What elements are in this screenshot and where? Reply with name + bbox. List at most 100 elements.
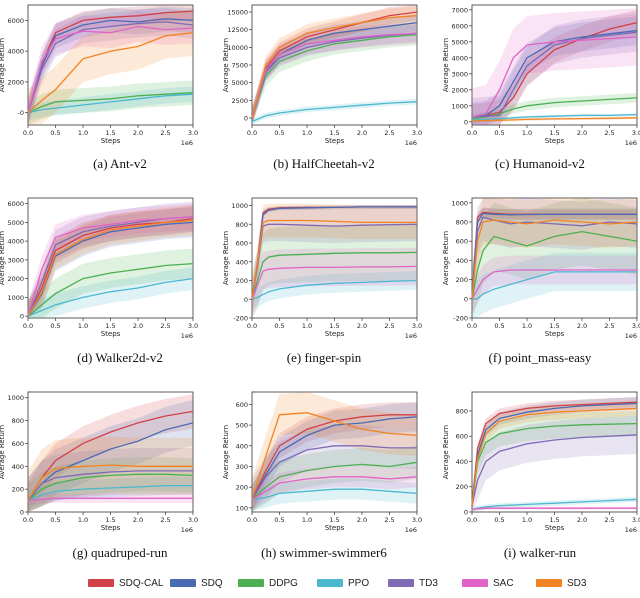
x-tick-label: 1.5 (329, 129, 339, 137)
x-tick-label: 2.5 (160, 129, 170, 137)
line-sac (27, 497, 193, 502)
line-ddpg (251, 461, 418, 501)
x-tick-label: 2.5 (604, 322, 614, 330)
x-tick-label: 2.0 (133, 516, 143, 524)
legend-label: SD3 (567, 578, 587, 589)
y-tick-label: 7000 (451, 6, 468, 14)
x-tick-label: 2.0 (357, 516, 367, 524)
legend-item-sd3: SD3 (536, 577, 586, 591)
line-sd3 (471, 117, 638, 122)
x-offset-label: 1e6 (181, 139, 193, 147)
y-tick-label: 15000 (227, 9, 248, 17)
y-tick-label: -0 (18, 109, 24, 117)
y-tick-label: 0 (20, 509, 24, 517)
y-tick-label: 3000 (451, 70, 468, 78)
y-tick-label: 800 (456, 407, 468, 415)
line-ddpg (27, 262, 194, 317)
y-tick-label: 400 (236, 442, 248, 450)
plot-frame (471, 197, 638, 319)
band-sd3 (28, 205, 193, 318)
y-tick-label: 400 (456, 257, 468, 265)
y-tick-label: 5000 (7, 219, 24, 227)
line-sac (251, 32, 418, 119)
line-ppo (27, 277, 194, 317)
line-sac (471, 36, 638, 118)
x-tick-label: 0.0 (23, 516, 33, 524)
panel-7: 100 200 300 400 500 600 0.0 0.5 1.0 1.5 2.0 2.5 3.0 S… (222, 391, 422, 534)
y-tick-label: 500 (236, 422, 248, 430)
y-axis-label: Average Return (0, 231, 6, 285)
x-axis-label: Steps (545, 137, 565, 145)
x-tick-label: 1.5 (105, 516, 115, 524)
legend-label: SAC (493, 578, 514, 589)
caption-walker-run: (i) walker-run (503, 545, 577, 560)
band-ddpg (28, 80, 193, 125)
legend-label: SDQ-CAL (119, 578, 164, 589)
line-ddpg (251, 33, 418, 119)
legend-swatch (88, 579, 114, 588)
line-ppo (27, 485, 193, 502)
band-ddpg (252, 224, 417, 318)
line-sd3 (471, 407, 638, 506)
x-tick-label: 2.0 (577, 322, 587, 330)
panel-3: 0 1000 2000 3000 4000 5000 6000 0.0 0.5 1.0 1.5 2.0… (0, 197, 198, 340)
line-td3 (251, 32, 418, 119)
band-td3 (28, 8, 193, 126)
x-tick-label: 2.5 (160, 322, 170, 330)
band-sd3 (252, 203, 417, 317)
line-td3 (471, 31, 638, 118)
x-tick-label: 1.5 (549, 516, 559, 524)
line-sdq-cal (471, 401, 638, 506)
x-axis-label: Steps (101, 137, 121, 145)
y-tick-label: 600 (236, 240, 248, 248)
x-tick-label: 0.5 (494, 516, 504, 524)
line-ddpg (251, 251, 418, 300)
y-tick-label: 10000 (227, 44, 248, 52)
x-axis-label: Steps (545, 524, 565, 532)
x-tick-label: 3.0 (632, 322, 640, 330)
y-tick-label: 600 (12, 440, 24, 448)
x-tick-label: 1.5 (549, 129, 559, 137)
band-sdq (252, 402, 417, 512)
y-tick-label: 0 (464, 509, 468, 517)
x-tick-label: 1.0 (78, 322, 88, 330)
y-tick-label: 300 (236, 463, 248, 471)
caption-humanoid: (c) Humanoid-v2 (495, 156, 585, 171)
y-tick-label: 0 (244, 114, 248, 122)
y-tick-label: 4000 (7, 238, 24, 246)
x-tick-label: 2.0 (133, 322, 143, 330)
x-axis-label: Steps (325, 137, 345, 145)
x-tick-label: 2.5 (160, 516, 170, 524)
x-tick-label: 3.0 (412, 322, 422, 330)
band-ppo (28, 267, 193, 318)
x-tick-label: 0.5 (274, 516, 284, 524)
plot-frame (251, 197, 418, 319)
line-sd3 (27, 219, 194, 317)
caption-ant: (a) Ant-v2 (93, 156, 147, 171)
band-td3 (472, 416, 637, 512)
panel-2: 0 1000 2000 3000 4000 5000 6000 7000 0.0 0.5 1.0 1.… (442, 4, 640, 147)
line-sdq-cal (471, 21, 638, 118)
y-tick-label: 5000 (451, 38, 468, 46)
band-sdq-cal (28, 205, 193, 318)
x-offset-label: 1e6 (405, 526, 417, 534)
series-group (27, 201, 194, 318)
caption-point-mass: (f) point_mass-easy (488, 350, 592, 365)
x-offset-label: 1e6 (405, 139, 417, 147)
y-axis-label: Average Return (0, 425, 6, 479)
caption-swimmer: (h) swimmer-swimmer6 (261, 545, 387, 560)
y-tick-label: 6000 (7, 17, 24, 25)
band-ddpg (472, 410, 637, 512)
y-tick-label: 400 (236, 258, 248, 266)
y-axis-label: Average Return (222, 38, 230, 92)
panel-5: -200 0 200 400 600 800 1000 0.0 0.5 1.0 1.5 2.0 2.5 3… (442, 197, 640, 340)
y-tick-label: 1000 (451, 199, 468, 207)
band-ppo (252, 478, 417, 510)
band-td3 (28, 448, 193, 512)
band-td3 (252, 24, 417, 125)
band-sd3 (472, 198, 637, 318)
line-ddpg (27, 92, 194, 114)
caption-finger-spin: (e) finger-spin (286, 350, 362, 365)
y-axis-label: Average Return (222, 425, 230, 479)
y-tick-label: 200 (236, 484, 248, 492)
